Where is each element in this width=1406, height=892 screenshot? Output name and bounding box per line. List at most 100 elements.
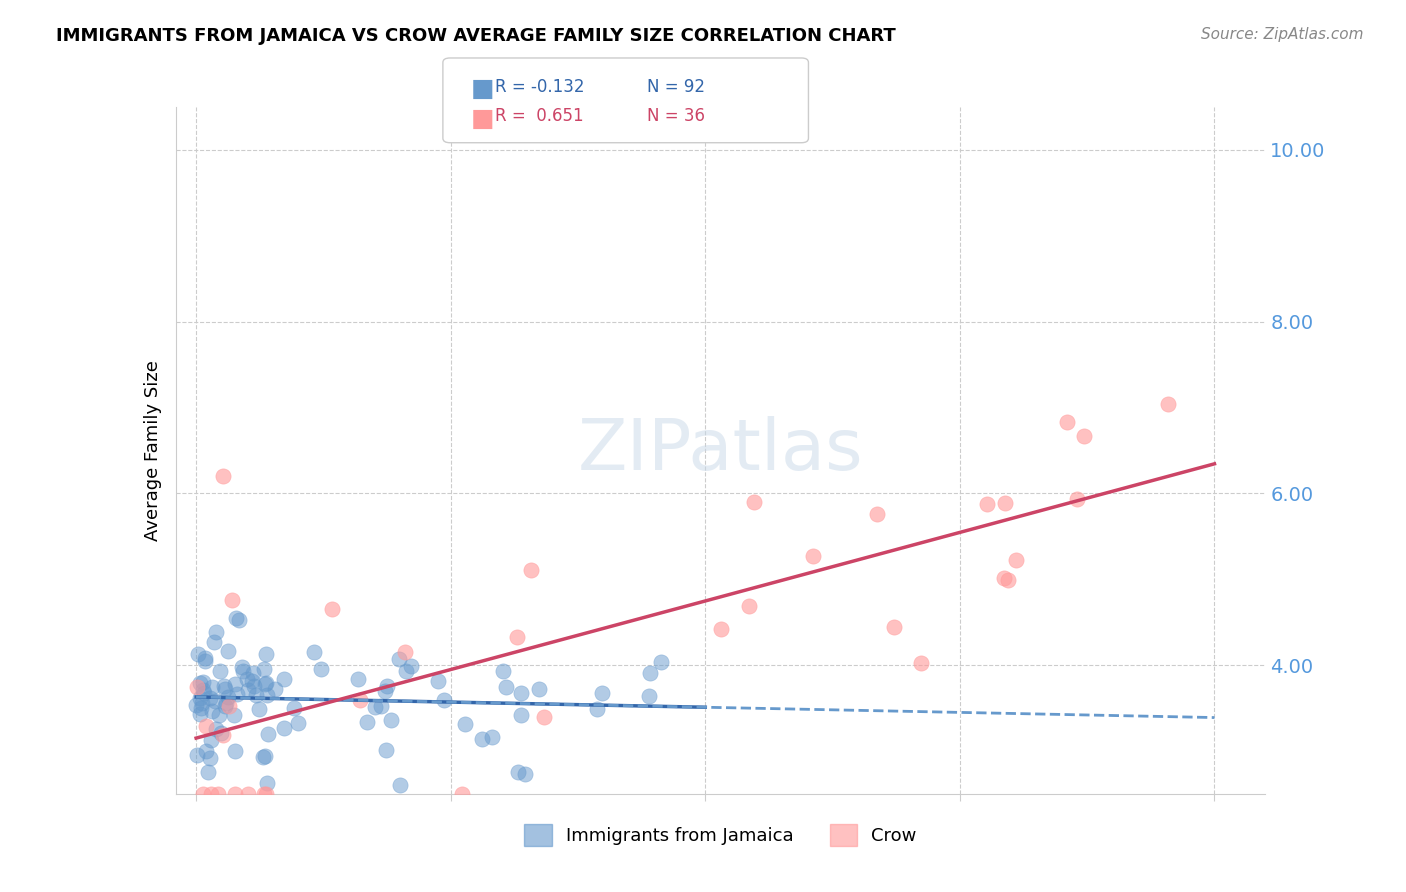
Point <box>388 778 411 792</box>
Point <box>242 674 264 689</box>
Point <box>1157 397 1180 411</box>
Point <box>433 692 456 706</box>
Point <box>481 730 503 744</box>
Text: Source: ZipAtlas.com: Source: ZipAtlas.com <box>1201 27 1364 42</box>
Point <box>221 593 243 607</box>
Point <box>302 645 325 659</box>
Point <box>187 647 209 661</box>
Point <box>321 602 343 616</box>
Point <box>200 691 222 706</box>
Point <box>208 664 231 678</box>
Point <box>471 731 494 746</box>
Point <box>254 787 277 801</box>
Point <box>283 701 305 715</box>
Point <box>212 679 235 693</box>
Point <box>395 665 418 679</box>
Point <box>193 686 215 700</box>
Point <box>380 714 402 728</box>
Point <box>253 787 276 801</box>
Point <box>202 635 225 649</box>
Text: ZIPatlas: ZIPatlas <box>578 416 863 485</box>
Point <box>254 677 277 691</box>
Point <box>585 702 607 716</box>
Point <box>212 728 235 742</box>
Point <box>232 665 254 679</box>
Point <box>194 651 217 665</box>
Point <box>217 643 239 657</box>
Point <box>527 681 550 696</box>
Point <box>228 614 250 628</box>
Point <box>309 661 332 675</box>
Text: IMMIGRANTS FROM JAMAICA VS CROW AVERAGE FAMILY SIZE CORRELATION CHART: IMMIGRANTS FROM JAMAICA VS CROW AVERAGE … <box>56 27 896 45</box>
Point <box>1073 429 1095 443</box>
Point <box>207 787 229 801</box>
Point <box>194 719 217 733</box>
Point <box>236 672 259 686</box>
Point <box>454 716 477 731</box>
Point <box>1004 553 1026 567</box>
Point <box>201 680 224 694</box>
Point <box>273 722 295 736</box>
Point <box>226 687 249 701</box>
Point <box>450 787 472 801</box>
Point <box>186 698 208 713</box>
Point <box>243 679 266 693</box>
Point <box>399 658 422 673</box>
Point <box>208 708 231 723</box>
Point <box>253 662 276 676</box>
Point <box>349 693 371 707</box>
Point <box>513 766 536 780</box>
Point <box>1066 491 1088 506</box>
Legend: Immigrants from Jamaica, Crow: Immigrants from Jamaica, Crow <box>517 817 924 854</box>
Point <box>247 702 270 716</box>
Point <box>225 611 247 625</box>
Point <box>256 776 278 790</box>
Point <box>993 571 1015 585</box>
Point <box>370 699 392 714</box>
Point <box>188 690 211 705</box>
Point <box>245 689 267 703</box>
Point <box>994 496 1017 510</box>
Point <box>191 683 214 698</box>
Text: ■: ■ <box>471 107 495 130</box>
Point <box>195 744 218 758</box>
Point <box>254 647 277 661</box>
Point <box>427 674 450 689</box>
Point <box>197 764 219 779</box>
Point <box>191 787 214 801</box>
Point <box>374 743 396 757</box>
Point <box>375 680 398 694</box>
Point <box>506 630 529 644</box>
Point <box>976 497 998 511</box>
Point <box>205 722 228 736</box>
Text: R = -0.132: R = -0.132 <box>495 78 585 95</box>
Point <box>491 664 513 678</box>
Point <box>200 733 222 747</box>
Point <box>186 747 208 762</box>
Point <box>374 683 396 698</box>
Point <box>997 573 1019 587</box>
Point <box>238 682 260 697</box>
Point <box>495 680 517 694</box>
Point <box>650 655 672 669</box>
Point <box>347 673 370 687</box>
Point <box>738 599 761 614</box>
Point <box>191 696 214 710</box>
Point <box>186 680 208 694</box>
Point <box>865 508 887 522</box>
Point <box>231 660 253 674</box>
Point <box>638 689 661 703</box>
Point <box>205 625 228 640</box>
Point <box>215 696 238 710</box>
Point <box>364 700 387 714</box>
Point <box>209 725 232 739</box>
Point <box>224 676 246 690</box>
Point <box>506 765 529 780</box>
Point <box>198 751 221 765</box>
Point <box>242 666 264 681</box>
Point <box>254 676 277 690</box>
Point <box>188 675 211 690</box>
Point <box>883 620 905 634</box>
Point <box>224 744 246 758</box>
Point <box>193 674 215 689</box>
